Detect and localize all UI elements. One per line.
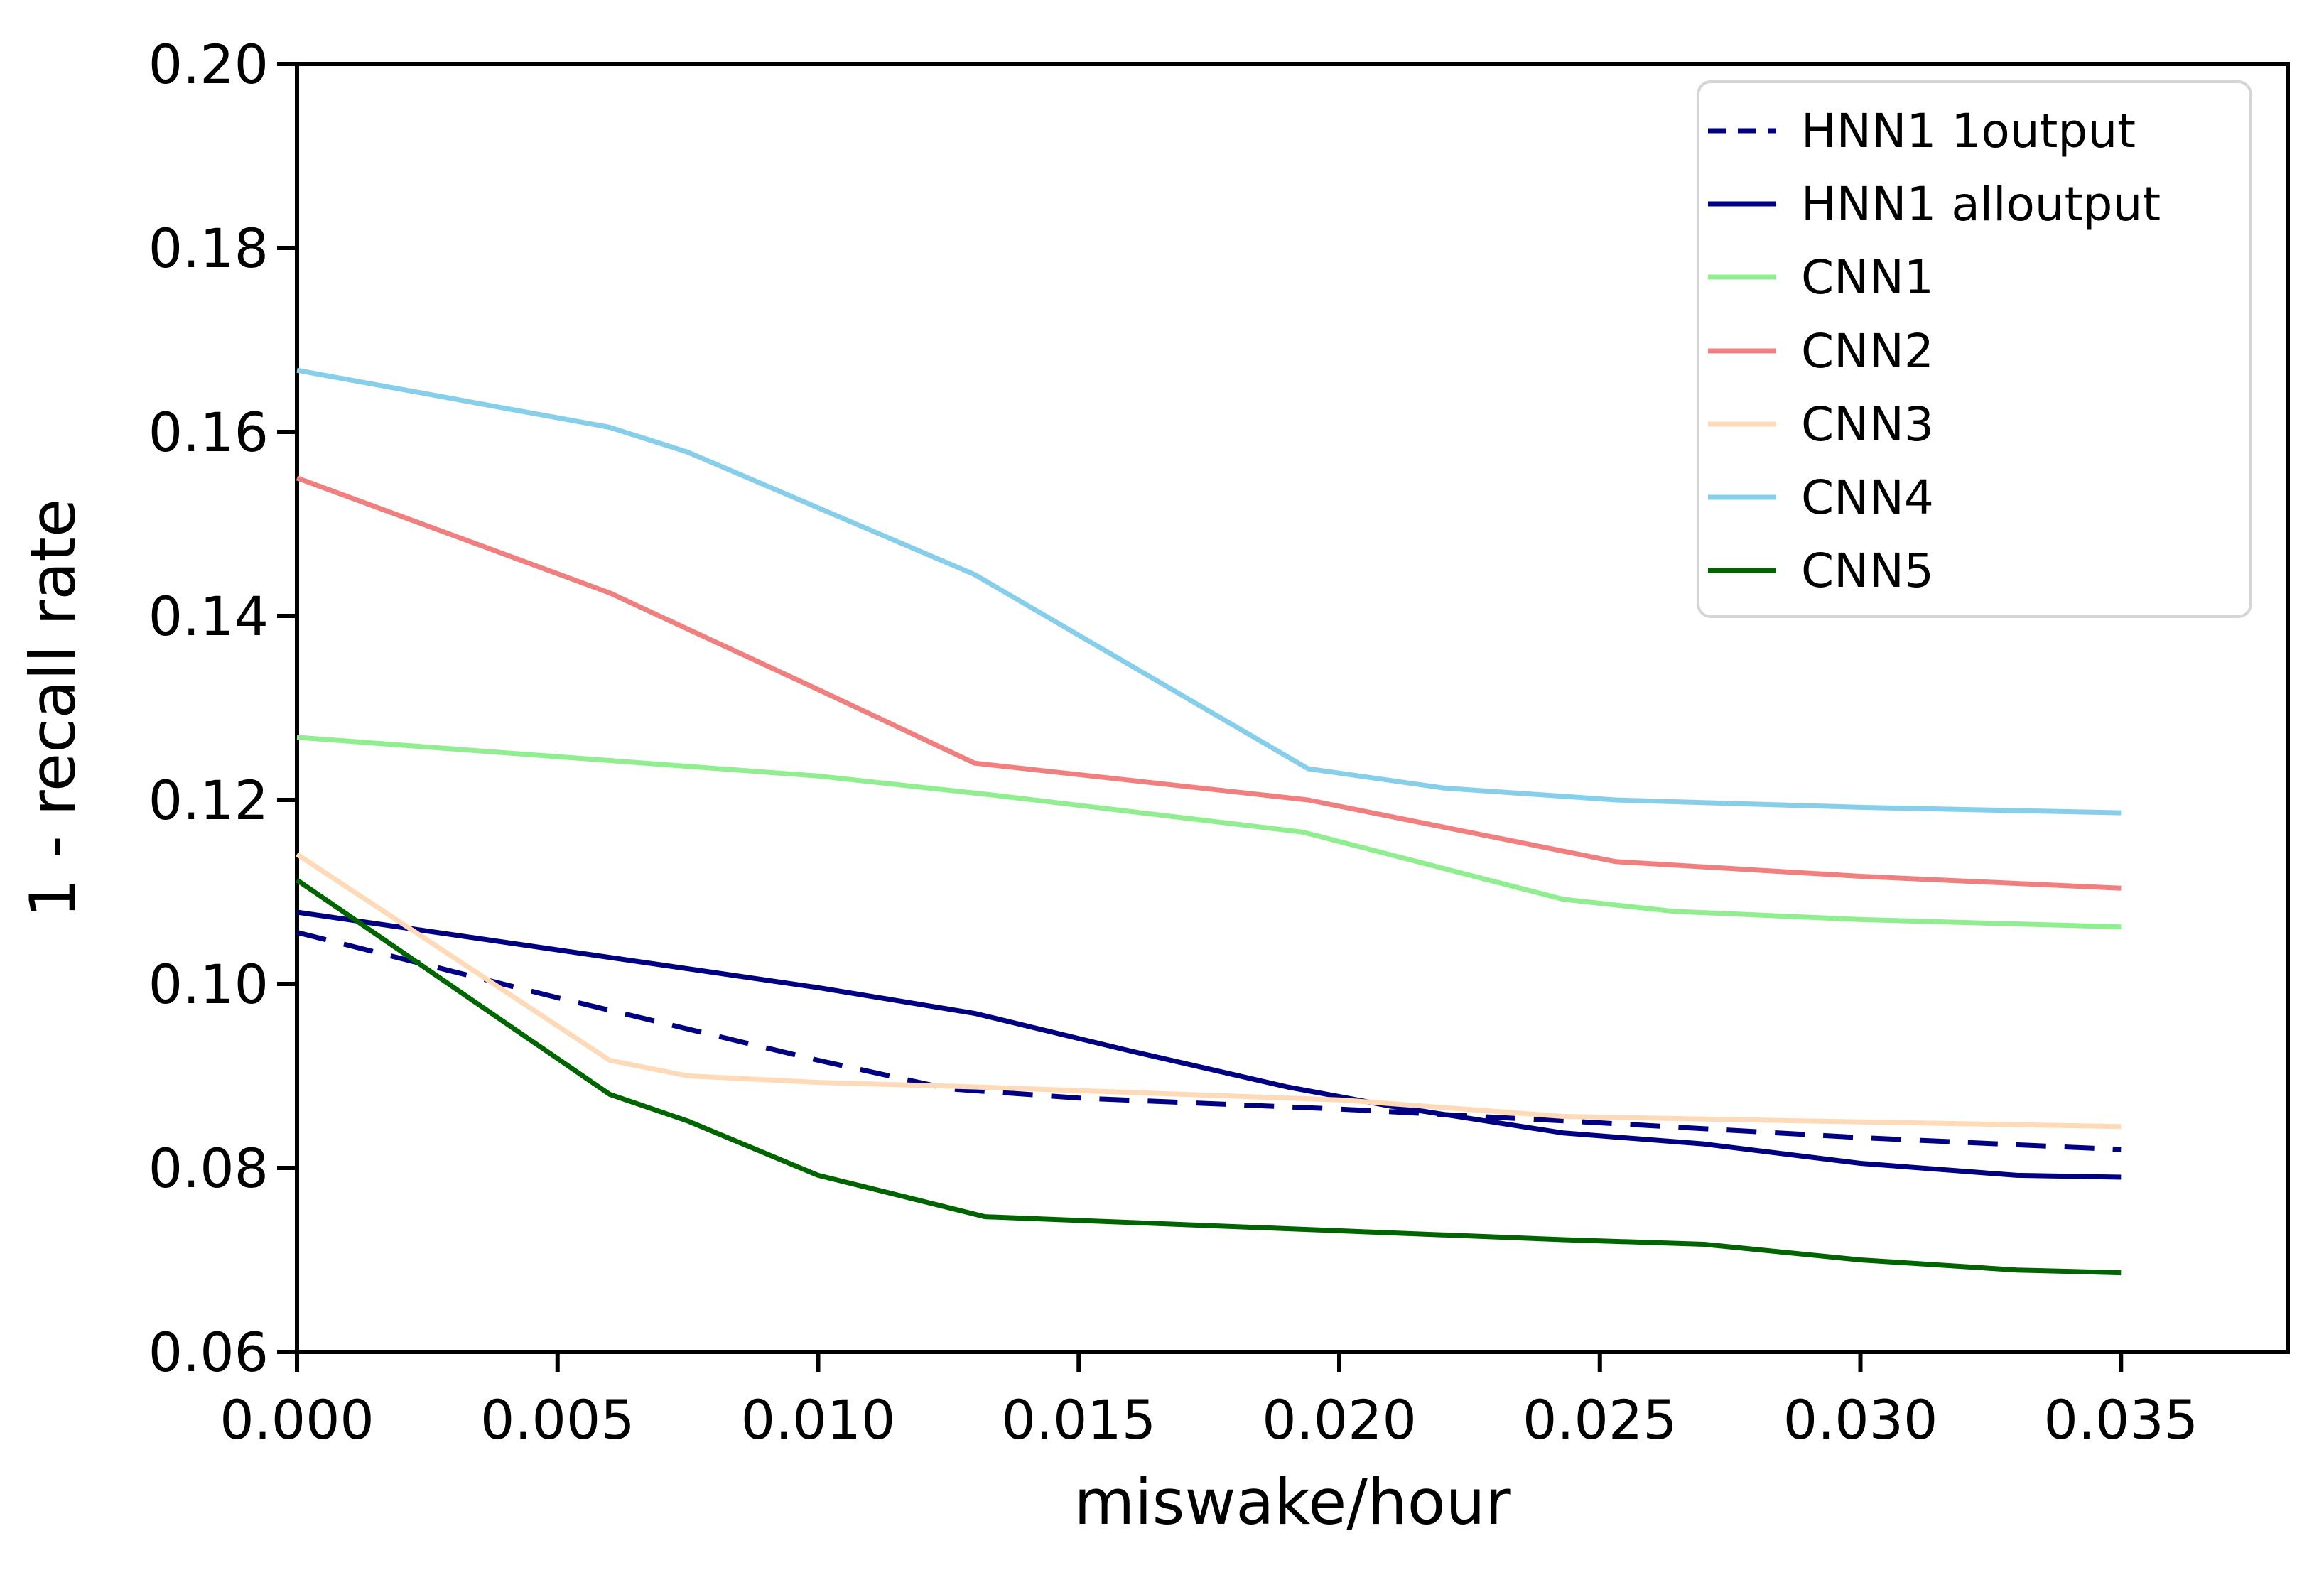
series-layer — [296, 367, 2122, 1276]
legend-item: CNN1 — [1708, 250, 1934, 305]
y-tick-label: 0.12 — [148, 769, 269, 832]
x-tick-label: 0.025 — [1523, 1388, 1677, 1451]
y-tick-label: 0.08 — [148, 1137, 269, 1200]
legend-label: HNN1 1output — [1801, 104, 2136, 158]
x-tick-label: 0.005 — [480, 1388, 635, 1451]
legend-label: CNN5 — [1801, 543, 1934, 598]
series-line-cnn3 — [296, 852, 2122, 1130]
legend-item: CNN2 — [1708, 324, 1934, 379]
x-tick-label: 0.035 — [2043, 1388, 2198, 1451]
legend-item: CNN4 — [1708, 470, 1934, 525]
ticks-layer: 0.000 0.005 0.010 0.015 0.020 0.025 0.030 0.035… — [148, 33, 2198, 1451]
legend-label: CNN2 — [1801, 324, 1934, 379]
y-tick-label: 0.06 — [148, 1321, 269, 1384]
legend-item: HNN1 alloutput — [1708, 177, 2161, 232]
series-line-cnn1 — [296, 735, 2122, 930]
series-line-cnn5 — [296, 877, 2122, 1276]
legend-box — [1697, 80, 2252, 618]
series-line-hnn1-1output — [296, 930, 2122, 1152]
x-tick-label: 0.000 — [220, 1388, 374, 1451]
x-tick-label: 0.010 — [741, 1388, 896, 1451]
y-tick-label: 0.16 — [148, 401, 269, 464]
x-axis-label: miswake/hour — [1074, 1466, 1511, 1539]
legend-label: CNN1 — [1801, 250, 1934, 305]
x-tick-label: 0.015 — [1001, 1388, 1156, 1451]
legend-item: CNN3 — [1708, 397, 1934, 452]
legend-label: CNN4 — [1801, 470, 1934, 525]
plot-area — [295, 62, 2290, 1354]
series-line-cnn2 — [296, 475, 2122, 891]
legend-label: CNN3 — [1801, 397, 1934, 452]
y-axis-label: 1 - recall rate — [16, 499, 90, 918]
y-tick-label: 0.10 — [148, 953, 269, 1016]
y-tick-label: 0.20 — [148, 33, 269, 96]
series-line-cnn4 — [296, 367, 2122, 816]
series-line-hnn1-alloutput — [296, 909, 2122, 1180]
legend-item: CNN5 — [1708, 543, 1934, 598]
legend-item: HNN1 1output — [1708, 104, 2136, 158]
y-tick-label: 0.14 — [148, 585, 269, 648]
legend: HNN1 1output HNN1 alloutput CNN1 CNN2 CN… — [1697, 80, 2252, 618]
x-tick-label: 0.030 — [1783, 1388, 1938, 1451]
legend-label: HNN1 alloutput — [1801, 177, 2161, 232]
y-tick-label: 0.18 — [148, 217, 269, 280]
x-tick-label: 0.020 — [1262, 1388, 1417, 1451]
